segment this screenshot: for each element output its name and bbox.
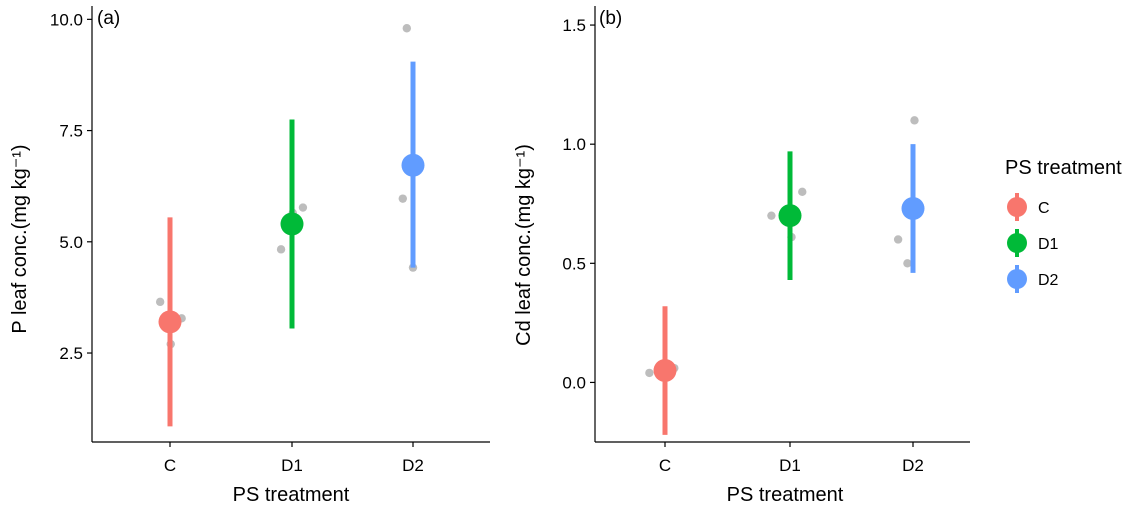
panel-a-label: (a)	[97, 8, 120, 29]
panel-a-axes: 2.5 5.0 7.5 10.0 C D1 D2	[50, 6, 490, 475]
panel-a-raw-point-d2-8	[402, 24, 412, 33]
panel-b-raw-point-d1-3	[767, 211, 776, 220]
legend-label-d2: D2	[1038, 272, 1059, 289]
panel-a-y-tick-label: 5.0	[59, 233, 83, 252]
legend-label-d1: D1	[1038, 236, 1059, 253]
legend-items: C D1 D2	[1007, 193, 1059, 293]
panel-b-axes: 0.0 0.5 1.0 1.5 C D1 D2	[562, 6, 970, 475]
panel-b-raw-point-d2-6	[893, 235, 903, 244]
panel-a-x-tick-label-c: C	[164, 456, 176, 475]
legend-key-point-c	[1007, 197, 1027, 217]
panel-b-y-tick-label: 1.5	[562, 16, 586, 35]
panel-a-y-tick-label: 10.0	[50, 10, 83, 29]
panel-b-x-axis-title: PS treatment	[727, 484, 844, 506]
panel-a-y-tick-label: 2.5	[59, 344, 83, 363]
panel-a-raw-point-d1-5	[298, 203, 308, 212]
panel-a-x-tick-label-d2: D2	[402, 456, 424, 475]
panel-b-mean-point-d2	[901, 197, 925, 221]
panel-a-x-tick-label-d1: D1	[281, 456, 303, 475]
panel-b-y-tick-label: 1.0	[562, 135, 586, 154]
panel-b-mean-point-c	[653, 359, 677, 383]
panel-b-raw-point-d2-7	[903, 259, 912, 268]
panel-b-y-axis-title: Cd leaf conc.(mg kg⁻¹)	[513, 144, 535, 346]
panel-a: 2.5 5.0 7.5 10.0 C D1 D2 (a) PS treatment P le…	[9, 6, 490, 506]
panel-b-y-tick-label: 0.5	[562, 254, 586, 273]
panel-b-raw-point-d1-5	[798, 187, 807, 197]
legend-key-point-d2	[1007, 269, 1027, 289]
panel-a-y-axis-title: P leaf conc.(mg kg⁻¹)	[9, 144, 31, 333]
panel-a-raw-point-c-0	[155, 297, 165, 307]
panel-a-y-tick-label: 7.5	[59, 122, 83, 141]
panel-b-x-tick-label-d1: D1	[779, 456, 801, 475]
panel-a-marks	[155, 24, 425, 427]
panel-b-mean-point-d1	[778, 204, 802, 228]
legend-title: PS treatment	[1005, 157, 1122, 179]
panel-a-x-axis-title: PS treatment	[233, 484, 350, 506]
panel-a-raw-point-d2-6	[398, 194, 407, 203]
panel-b: 0.0 0.5 1.0 1.5 C D1 D2 (b) PS treatment Cd le…	[513, 6, 970, 506]
panel-a-raw-point-d1-3	[276, 245, 286, 254]
legend: PS treatment C D1 D2	[1005, 157, 1122, 293]
panel-b-marks	[645, 116, 925, 435]
panel-a-mean-point-d1	[280, 212, 304, 236]
panel-b-raw-point-c-0	[645, 368, 654, 378]
panel-b-x-tick-label-c: C	[659, 456, 671, 475]
legend-key-point-d1	[1007, 233, 1027, 253]
panel-b-x-tick-label-d2: D2	[902, 456, 924, 475]
panel-a-mean-point-d2	[401, 153, 425, 177]
legend-label-c: C	[1038, 200, 1050, 217]
panel-b-raw-point-d2-8	[910, 116, 919, 125]
panel-a-mean-point-c	[158, 310, 182, 334]
panel-b-label: (b)	[599, 8, 622, 29]
panel-b-y-tick-label: 0.0	[562, 373, 586, 392]
